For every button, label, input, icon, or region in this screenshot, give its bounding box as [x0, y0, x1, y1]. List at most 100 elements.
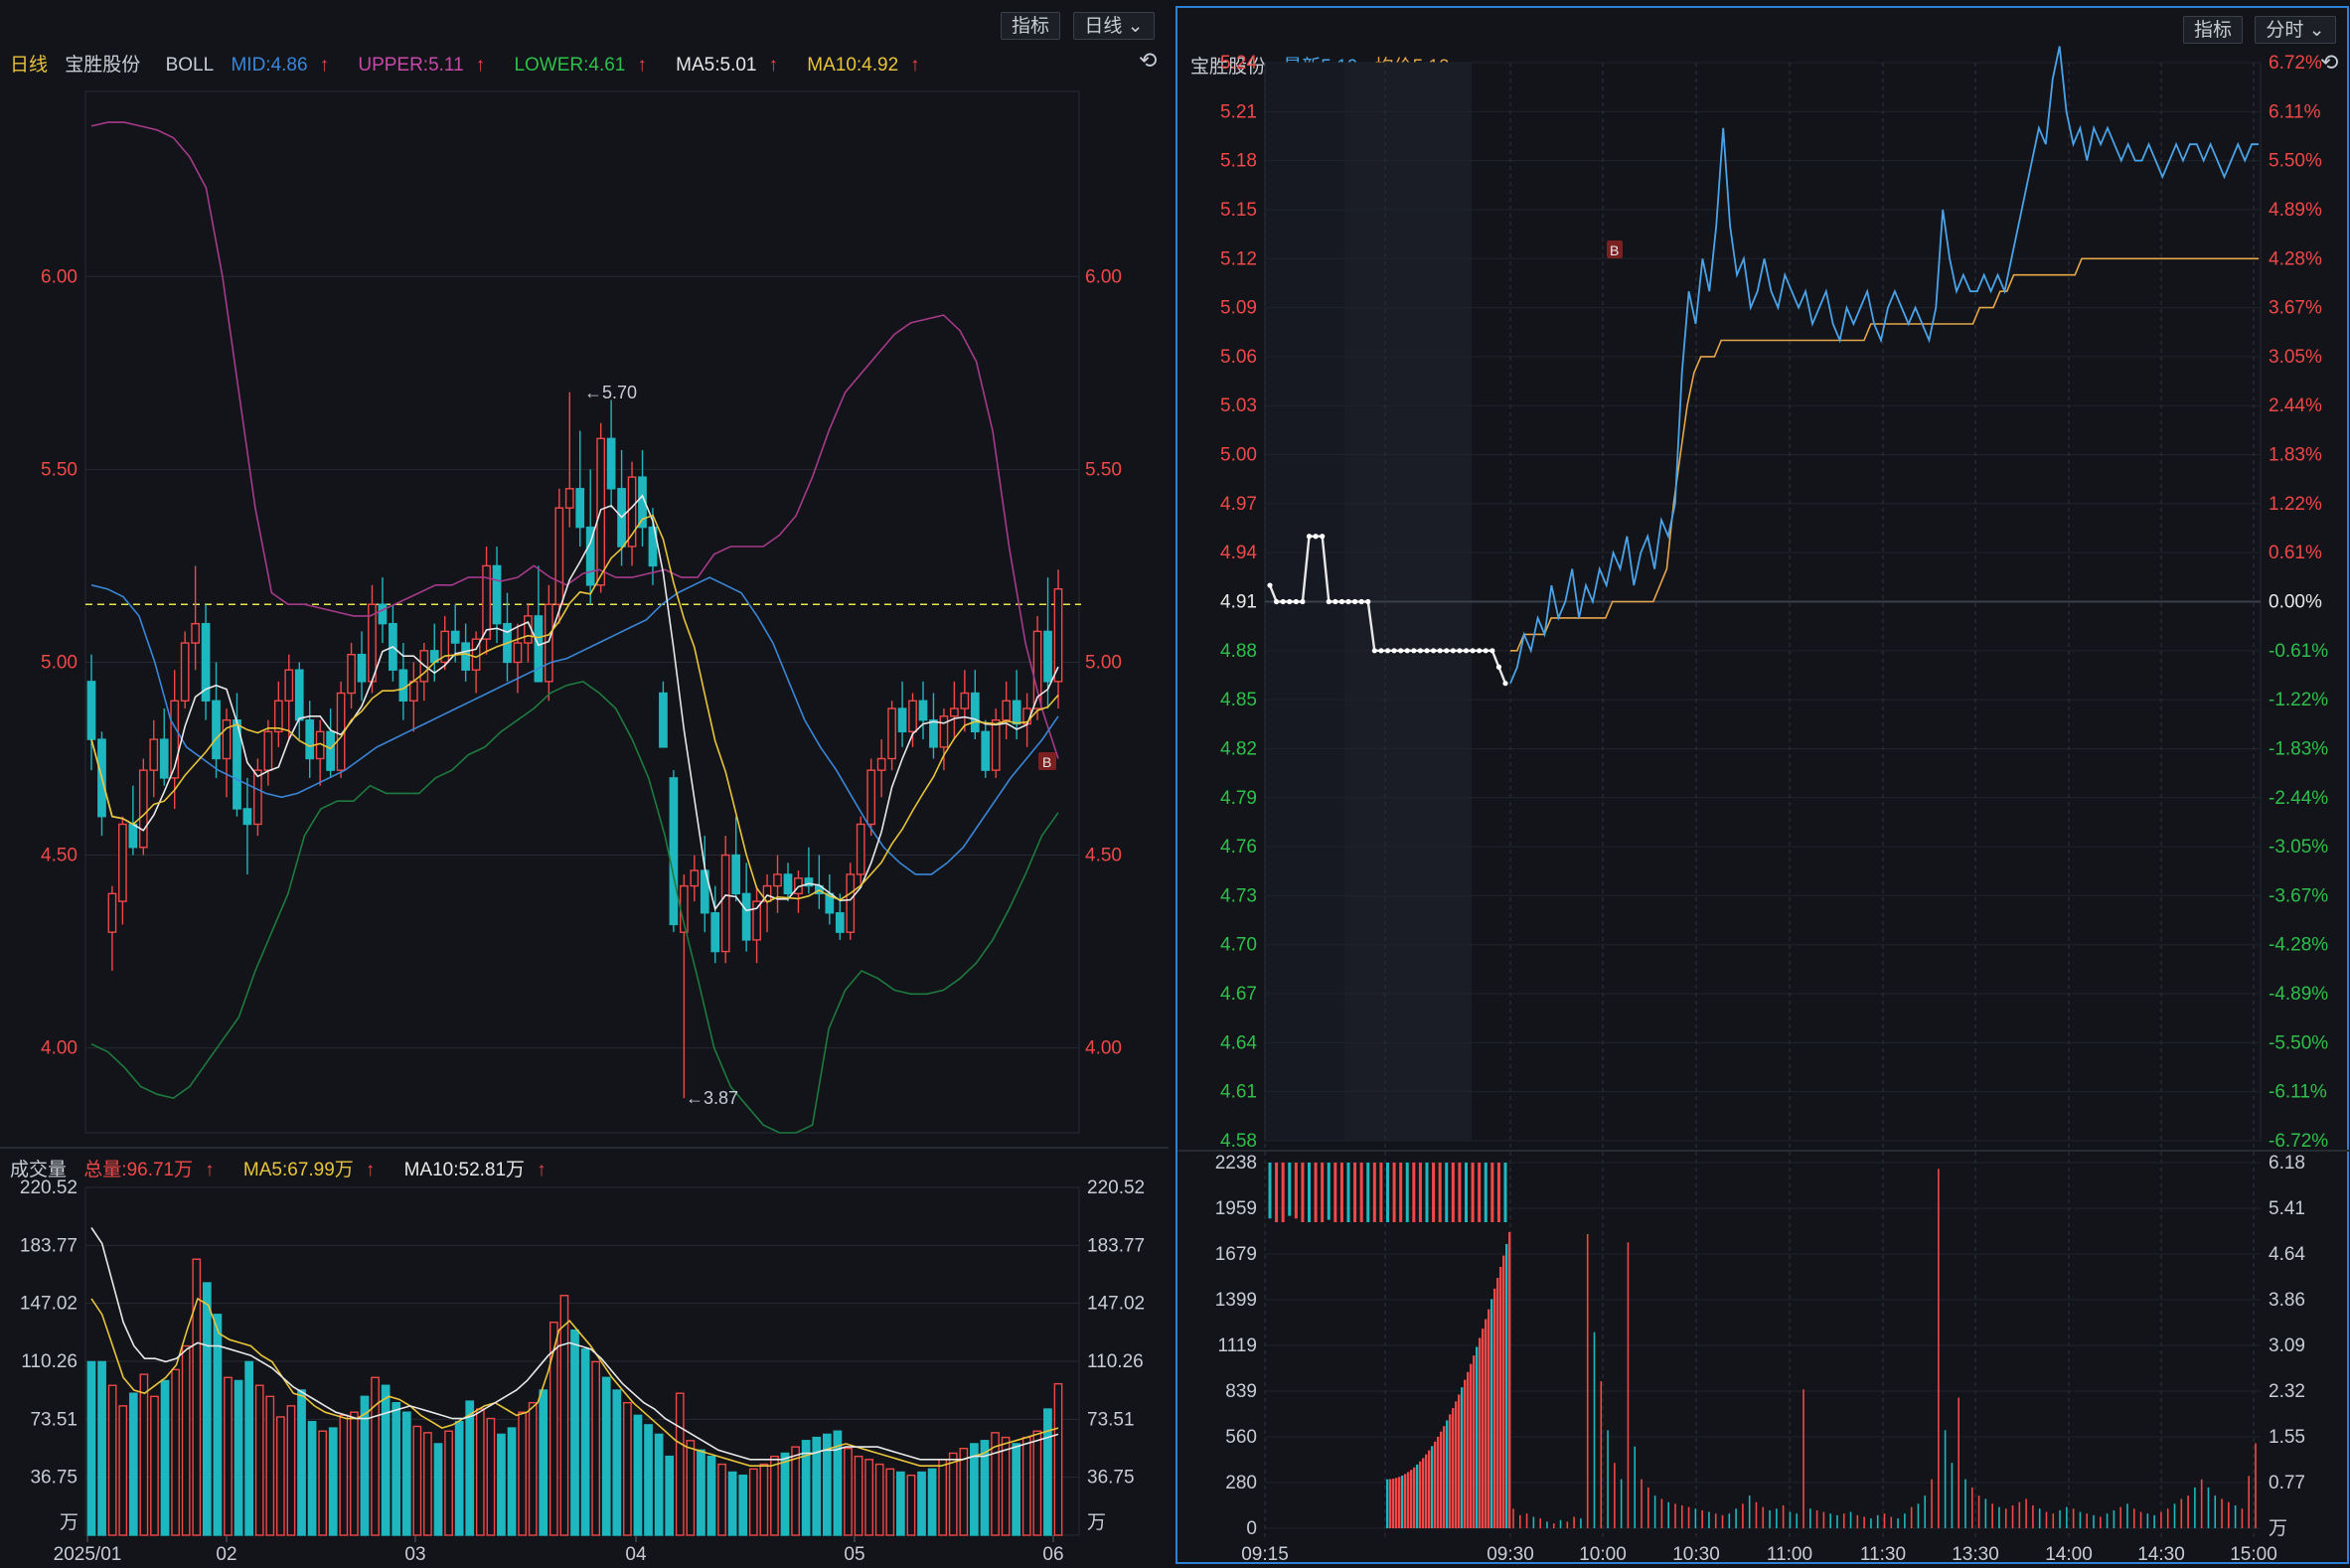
volume-bar [97, 1360, 106, 1536]
period-dropdown[interactable]: 分时 ⌄ [2255, 16, 2336, 44]
volume-bar [213, 1314, 223, 1536]
legend-stock[interactable]: 宝胜股份 [1190, 57, 1267, 78]
auction-volume-bar [1405, 1163, 1409, 1222]
volume-y-tick: 560 [1225, 1427, 1257, 1448]
volume-bar [539, 1389, 548, 1536]
indicator-button[interactable]: 指标 [2183, 16, 2243, 44]
percent-tick: 1.22% [2269, 494, 2322, 515]
auction-volume-bar [1505, 1243, 1508, 1528]
volume-bar [202, 1282, 212, 1536]
y-tick-label: 5.50 [1085, 459, 1122, 480]
volume-bar [991, 1432, 1000, 1536]
candle-body [357, 653, 367, 683]
candle-body [918, 700, 928, 721]
candle-body [991, 718, 1001, 771]
y-tick-label: 4.50 [41, 846, 78, 866]
percent-tick: 5.50% [2269, 151, 2322, 172]
candle-body [180, 642, 190, 702]
y-tick-label: 5.50 [41, 459, 78, 480]
volume-bar [885, 1468, 895, 1536]
period-dropdown[interactable]: 日线 ⌄ [1073, 12, 1155, 40]
percent-tick: 6.72% [2269, 53, 2322, 74]
auction-volume-bar [1372, 1163, 1376, 1222]
undo-icon[interactable]: ⟲ [2320, 50, 2339, 75]
volume-y-tick: 1679 [1215, 1244, 1257, 1265]
volume-bar [697, 1449, 705, 1536]
auction-volume-bar [1443, 1426, 1446, 1528]
percent-tick: 3.05% [2269, 347, 2322, 368]
volume-y-tick-right: 6.18 [2269, 1153, 2305, 1174]
volume-bar [791, 1446, 800, 1536]
up-arrow-icon: ↑ [910, 55, 920, 76]
volume-bar [1021, 1436, 1031, 1536]
volume-bar [644, 1424, 653, 1536]
volume-bar [423, 1432, 432, 1536]
auction-volume-bar [1499, 1266, 1502, 1528]
auction-point [1287, 598, 1293, 605]
volume-bar [454, 1421, 464, 1536]
volume-bar [392, 1401, 401, 1536]
volume-bar [601, 1376, 611, 1536]
candle-body [513, 642, 523, 664]
auction-volume-bar [1440, 1431, 1443, 1528]
volume-bar [580, 1348, 590, 1536]
volume-bar [160, 1379, 170, 1536]
volume-total: 总量:96.71万 ↑ [83, 1160, 226, 1180]
auction-volume-bar [1449, 1414, 1452, 1528]
undo-icon[interactable]: ⟲ [1139, 48, 1158, 73]
candle-body [149, 738, 159, 771]
x-tick-label: 2025/01 [54, 1544, 122, 1565]
volume-y-tick: 1119 [1218, 1335, 1257, 1356]
auction-volume-bar [1476, 1346, 1479, 1528]
volume-bar [1001, 1436, 1011, 1536]
y-tick-label: 4.00 [41, 1038, 78, 1059]
ma10-line [90, 514, 1059, 903]
auction-point [1404, 648, 1410, 654]
volume-bar [654, 1433, 664, 1536]
candle-body [690, 869, 700, 887]
candle-body [887, 707, 896, 760]
volume-bar [959, 1448, 969, 1536]
auction-point [1378, 648, 1384, 654]
auction-point [1411, 648, 1417, 654]
volume-y-tick: 110.26 [1087, 1351, 1144, 1372]
indicator-button[interactable]: 指标 [1001, 12, 1060, 40]
volume-bar [770, 1455, 779, 1536]
volume-bar [401, 1411, 411, 1536]
price-tick: 4.94 [1220, 543, 1257, 563]
auction-point [1477, 648, 1483, 654]
volume-bar [1053, 1382, 1063, 1536]
y-tick-label: 6.00 [1085, 266, 1122, 287]
volume-y-tick: 36.75 [1087, 1468, 1135, 1489]
auction-volume-bar [1458, 1163, 1462, 1222]
auction-volume-bar [1461, 1387, 1464, 1528]
kline-panel: 指标 日线 ⌄ 日线 宝胜股份 BOLL MID:4.86 ↑ UPPER:5.1… [0, 0, 1169, 1568]
volume-bar [717, 1463, 726, 1536]
legend-stock[interactable]: 宝胜股份 [65, 55, 141, 76]
time-label: 15:00 [2230, 1544, 2277, 1565]
auction-point [1483, 648, 1488, 654]
price-tick: 5.03 [1220, 395, 1257, 416]
volume-y-tick-right: 万 [2269, 1518, 2287, 1539]
candle-body [710, 912, 720, 953]
auction-volume-bar [1490, 1163, 1494, 1222]
volume-bar [171, 1368, 180, 1536]
percent-tick: 6.11% [2269, 101, 2321, 122]
auction-point [1338, 598, 1345, 605]
candle-body [669, 777, 679, 926]
legend-indicator[interactable]: BOLL [165, 55, 215, 76]
auction-volume-bar [1386, 1479, 1389, 1528]
volume-bar [86, 1360, 96, 1536]
volume-bar [528, 1401, 538, 1536]
auction-volume-bar [1301, 1163, 1305, 1222]
legend-upper: UPPER:5.11 ↑ [358, 55, 497, 76]
volume-bar [759, 1463, 769, 1536]
volume-bar [339, 1414, 349, 1536]
volume-y-tick: 183.77 [20, 1235, 78, 1256]
volume-ma5-line [90, 1297, 1059, 1467]
auction-point [1457, 648, 1463, 654]
price-tick: 4.88 [1220, 641, 1257, 662]
volume-y-tick: 183.77 [1087, 1235, 1145, 1256]
auction-volume-bar [1308, 1163, 1311, 1222]
volume-bar [497, 1433, 506, 1536]
